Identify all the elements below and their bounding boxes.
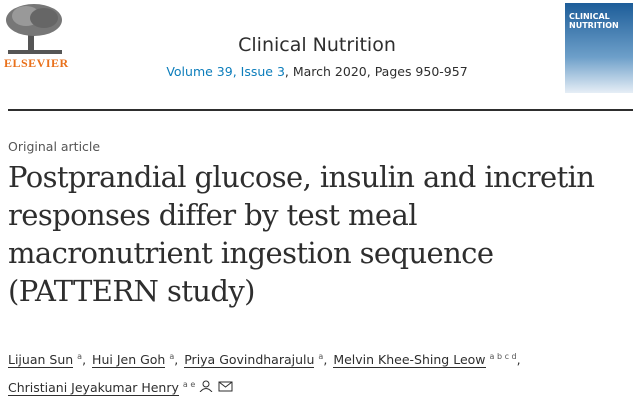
journal-title[interactable]: Clinical Nutrition bbox=[238, 34, 396, 56]
author-list: Lijuan Sun a, Hui Jen Goh a, Priya Govindh… bbox=[8, 344, 578, 400]
cover-title-line: CLINICAL bbox=[569, 12, 610, 21]
divider bbox=[8, 109, 633, 111]
affiliation[interactable]: a e bbox=[182, 380, 196, 390]
author-name[interactable]: Christiani Jeyakumar Henry bbox=[8, 380, 179, 397]
title-line: macronutrient ingestion sequence bbox=[8, 236, 494, 270]
separator: , bbox=[174, 352, 179, 368]
elsevier-logo bbox=[6, 4, 62, 54]
article-type: Original article bbox=[8, 139, 101, 154]
separator: , bbox=[82, 352, 87, 368]
title-line: Postprandial glucose, insulin and incret… bbox=[8, 160, 595, 194]
title-line: responses differ by test meal bbox=[8, 198, 417, 232]
article-title: Postprandial glucose, insulin and incret… bbox=[8, 158, 595, 310]
affiliation[interactable]: a b c d bbox=[489, 352, 517, 361]
affiliation[interactable]: a bbox=[318, 352, 324, 361]
issue-details: , March 2020, Pages 950-957 bbox=[284, 64, 468, 79]
author-name[interactable]: Hui Jen Goh bbox=[92, 352, 166, 369]
author: Priya Govindharajulu a, bbox=[184, 344, 327, 372]
contact-icons[interactable] bbox=[199, 380, 235, 393]
author-name[interactable]: Priya Govindharajulu bbox=[184, 352, 315, 369]
cover-title: CLINICAL NUTRITION bbox=[569, 12, 619, 30]
affiliation[interactable]: a bbox=[169, 352, 175, 361]
author: Melvin Khee-Shing Leow a b c d, bbox=[333, 344, 521, 372]
separator: , bbox=[323, 352, 328, 368]
issue-link[interactable]: Volume 39, Issue 3 bbox=[166, 64, 285, 79]
author: Hui Jen Goh a, bbox=[92, 344, 178, 372]
separator: , bbox=[516, 352, 521, 368]
issue-info: Volume 39, Issue 3, March 2020, Pages 95… bbox=[120, 64, 514, 79]
cover-title-line: NUTRITION bbox=[569, 21, 619, 30]
affiliation[interactable]: a bbox=[77, 352, 83, 361]
author-name[interactable]: Lijuan Sun bbox=[8, 352, 74, 369]
author: Lijuan Sun a, bbox=[8, 344, 86, 372]
author: Christiani Jeyakumar Henry a e bbox=[8, 372, 235, 400]
journal-cover[interactable] bbox=[565, 3, 633, 93]
publisher: ELSEVIER bbox=[4, 56, 69, 70]
author-name[interactable]: Melvin Khee-Shing Leow bbox=[333, 352, 486, 369]
title-line: (PATTERN study) bbox=[8, 274, 255, 308]
